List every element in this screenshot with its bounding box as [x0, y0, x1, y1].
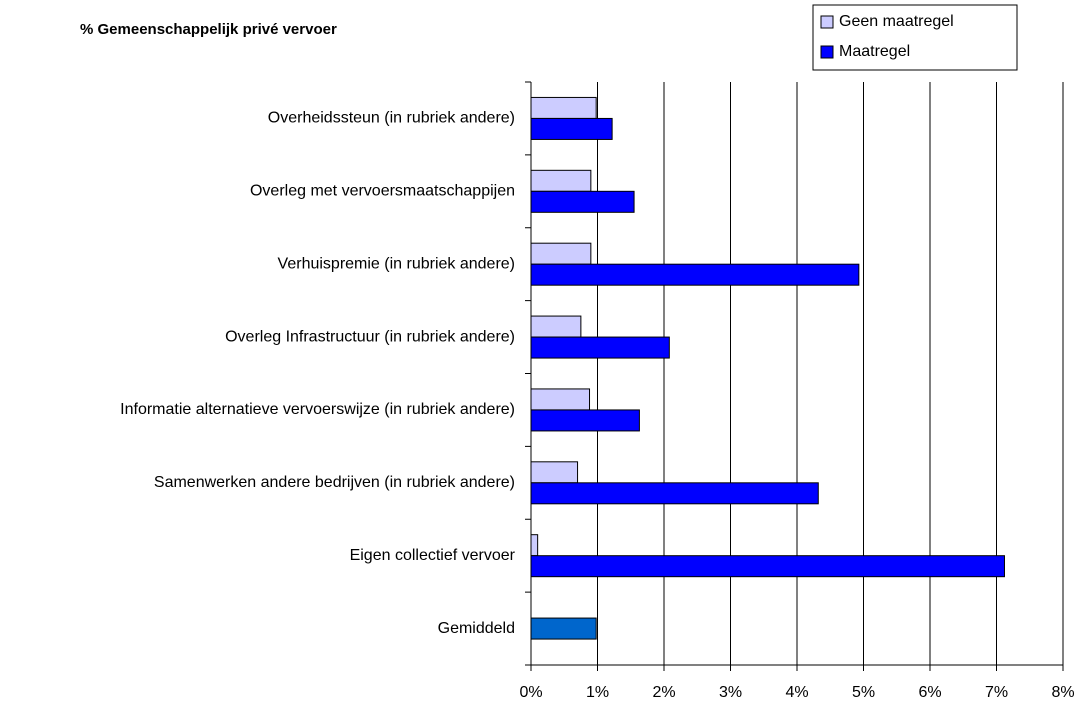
x-tick-label: 4% [785, 684, 808, 701]
bar [530, 409, 640, 432]
bar [530, 461, 579, 484]
bar [530, 242, 592, 265]
bar [530, 169, 592, 192]
x-tick-label: 3% [719, 684, 742, 701]
y-tick-label: Overleg met vervoersmaatschappijen [250, 183, 515, 200]
bar [530, 482, 819, 505]
bar [530, 263, 860, 286]
legend-label: Geen maatregel [839, 13, 954, 30]
legend-label: Maatregel [839, 43, 910, 60]
x-tick-label: 6% [918, 684, 941, 701]
average-bar [530, 617, 597, 640]
bar [530, 190, 635, 213]
x-tick-label: 8% [1051, 684, 1074, 701]
bar [530, 315, 582, 338]
legend-swatch [820, 45, 834, 59]
y-tick-label: Overleg Infrastructuur (in rubriek ander… [225, 328, 515, 345]
chart-title: % Gemeenschappelijk privé vervoer [80, 21, 337, 38]
y-tick-label: Samenwerken andere bedrijven (in rubriek… [154, 474, 515, 491]
x-tick-label: 0% [519, 684, 542, 701]
y-tick-label: Informatie alternatieve vervoerswijze (i… [120, 401, 515, 418]
y-tick-label: Verhuispremie (in rubriek andere) [278, 255, 515, 272]
x-tick-label: 5% [852, 684, 875, 701]
bar [530, 336, 670, 359]
x-tick-label: 2% [652, 684, 675, 701]
bar [530, 555, 1005, 578]
bar [530, 96, 597, 119]
x-tick-label: 7% [985, 684, 1008, 701]
bar [530, 534, 539, 557]
y-tick-label: Gemiddeld [438, 620, 515, 637]
bar [530, 388, 591, 411]
x-tick-label: 1% [586, 684, 609, 701]
y-tick-label: Overheidssteun (in rubriek andere) [268, 110, 515, 127]
y-tick-label: Eigen collectief vervoer [350, 547, 516, 564]
bar [530, 117, 613, 140]
legend-box [812, 4, 1018, 71]
legend-swatch [820, 15, 834, 29]
